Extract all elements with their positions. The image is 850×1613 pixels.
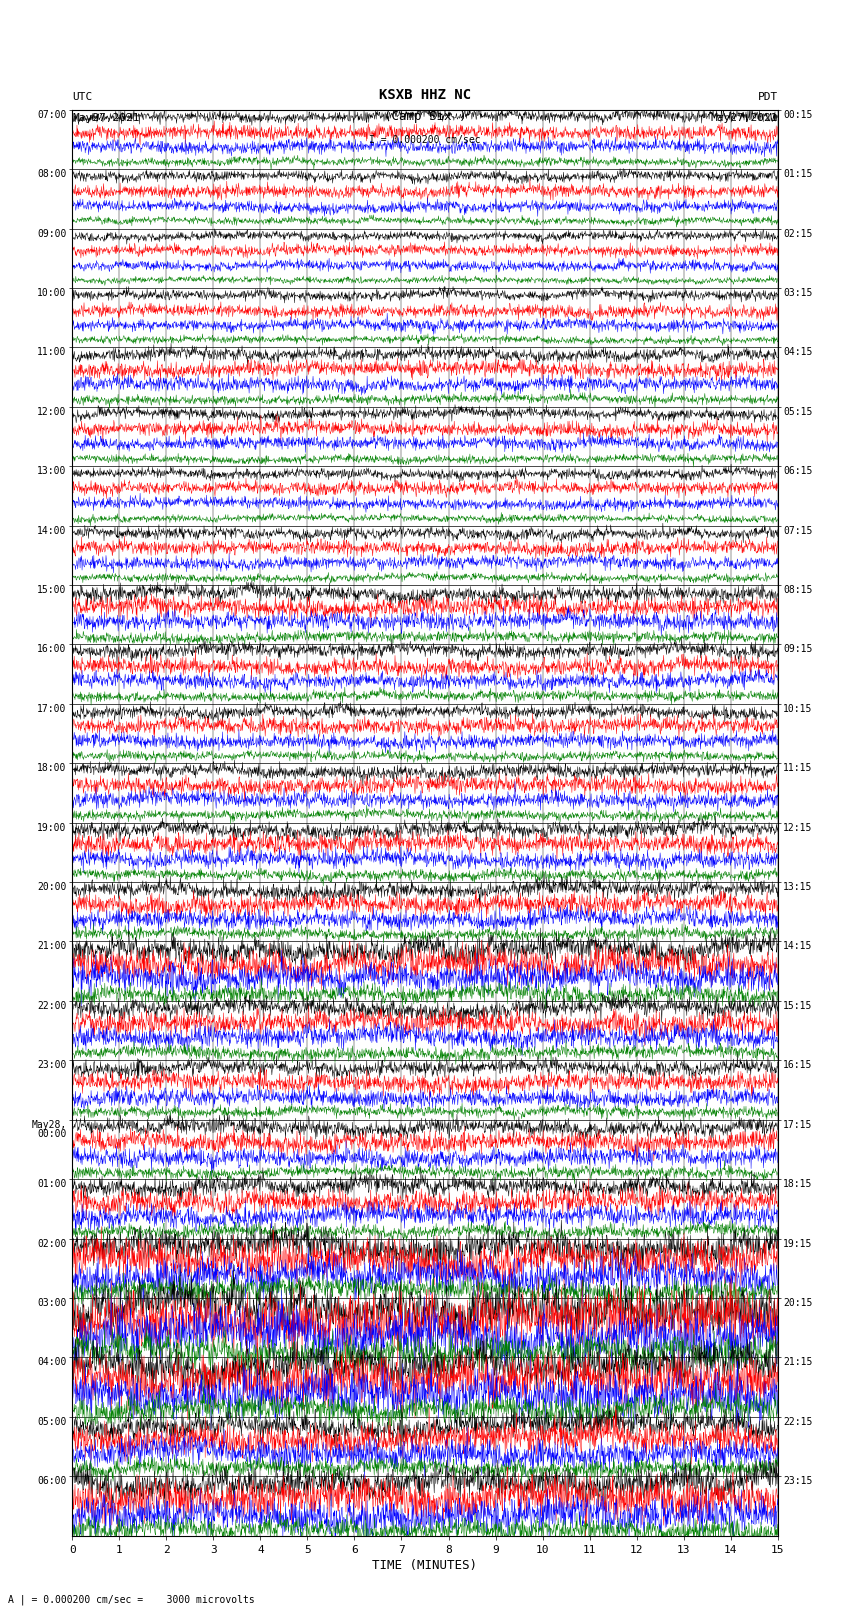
Text: May27,2021: May27,2021 [711,113,778,123]
Text: May27,2021: May27,2021 [72,113,139,123]
Text: I = 0.000200 cm/sec: I = 0.000200 cm/sec [369,135,481,145]
Text: PDT: PDT [757,92,778,102]
Text: (Camp Six ): (Camp Six ) [383,110,467,123]
Text: A | = 0.000200 cm/sec =    3000 microvolts: A | = 0.000200 cm/sec = 3000 microvolts [8,1594,255,1605]
Text: UTC: UTC [72,92,93,102]
X-axis label: TIME (MINUTES): TIME (MINUTES) [372,1558,478,1571]
Text: KSXB HHZ NC: KSXB HHZ NC [379,87,471,102]
